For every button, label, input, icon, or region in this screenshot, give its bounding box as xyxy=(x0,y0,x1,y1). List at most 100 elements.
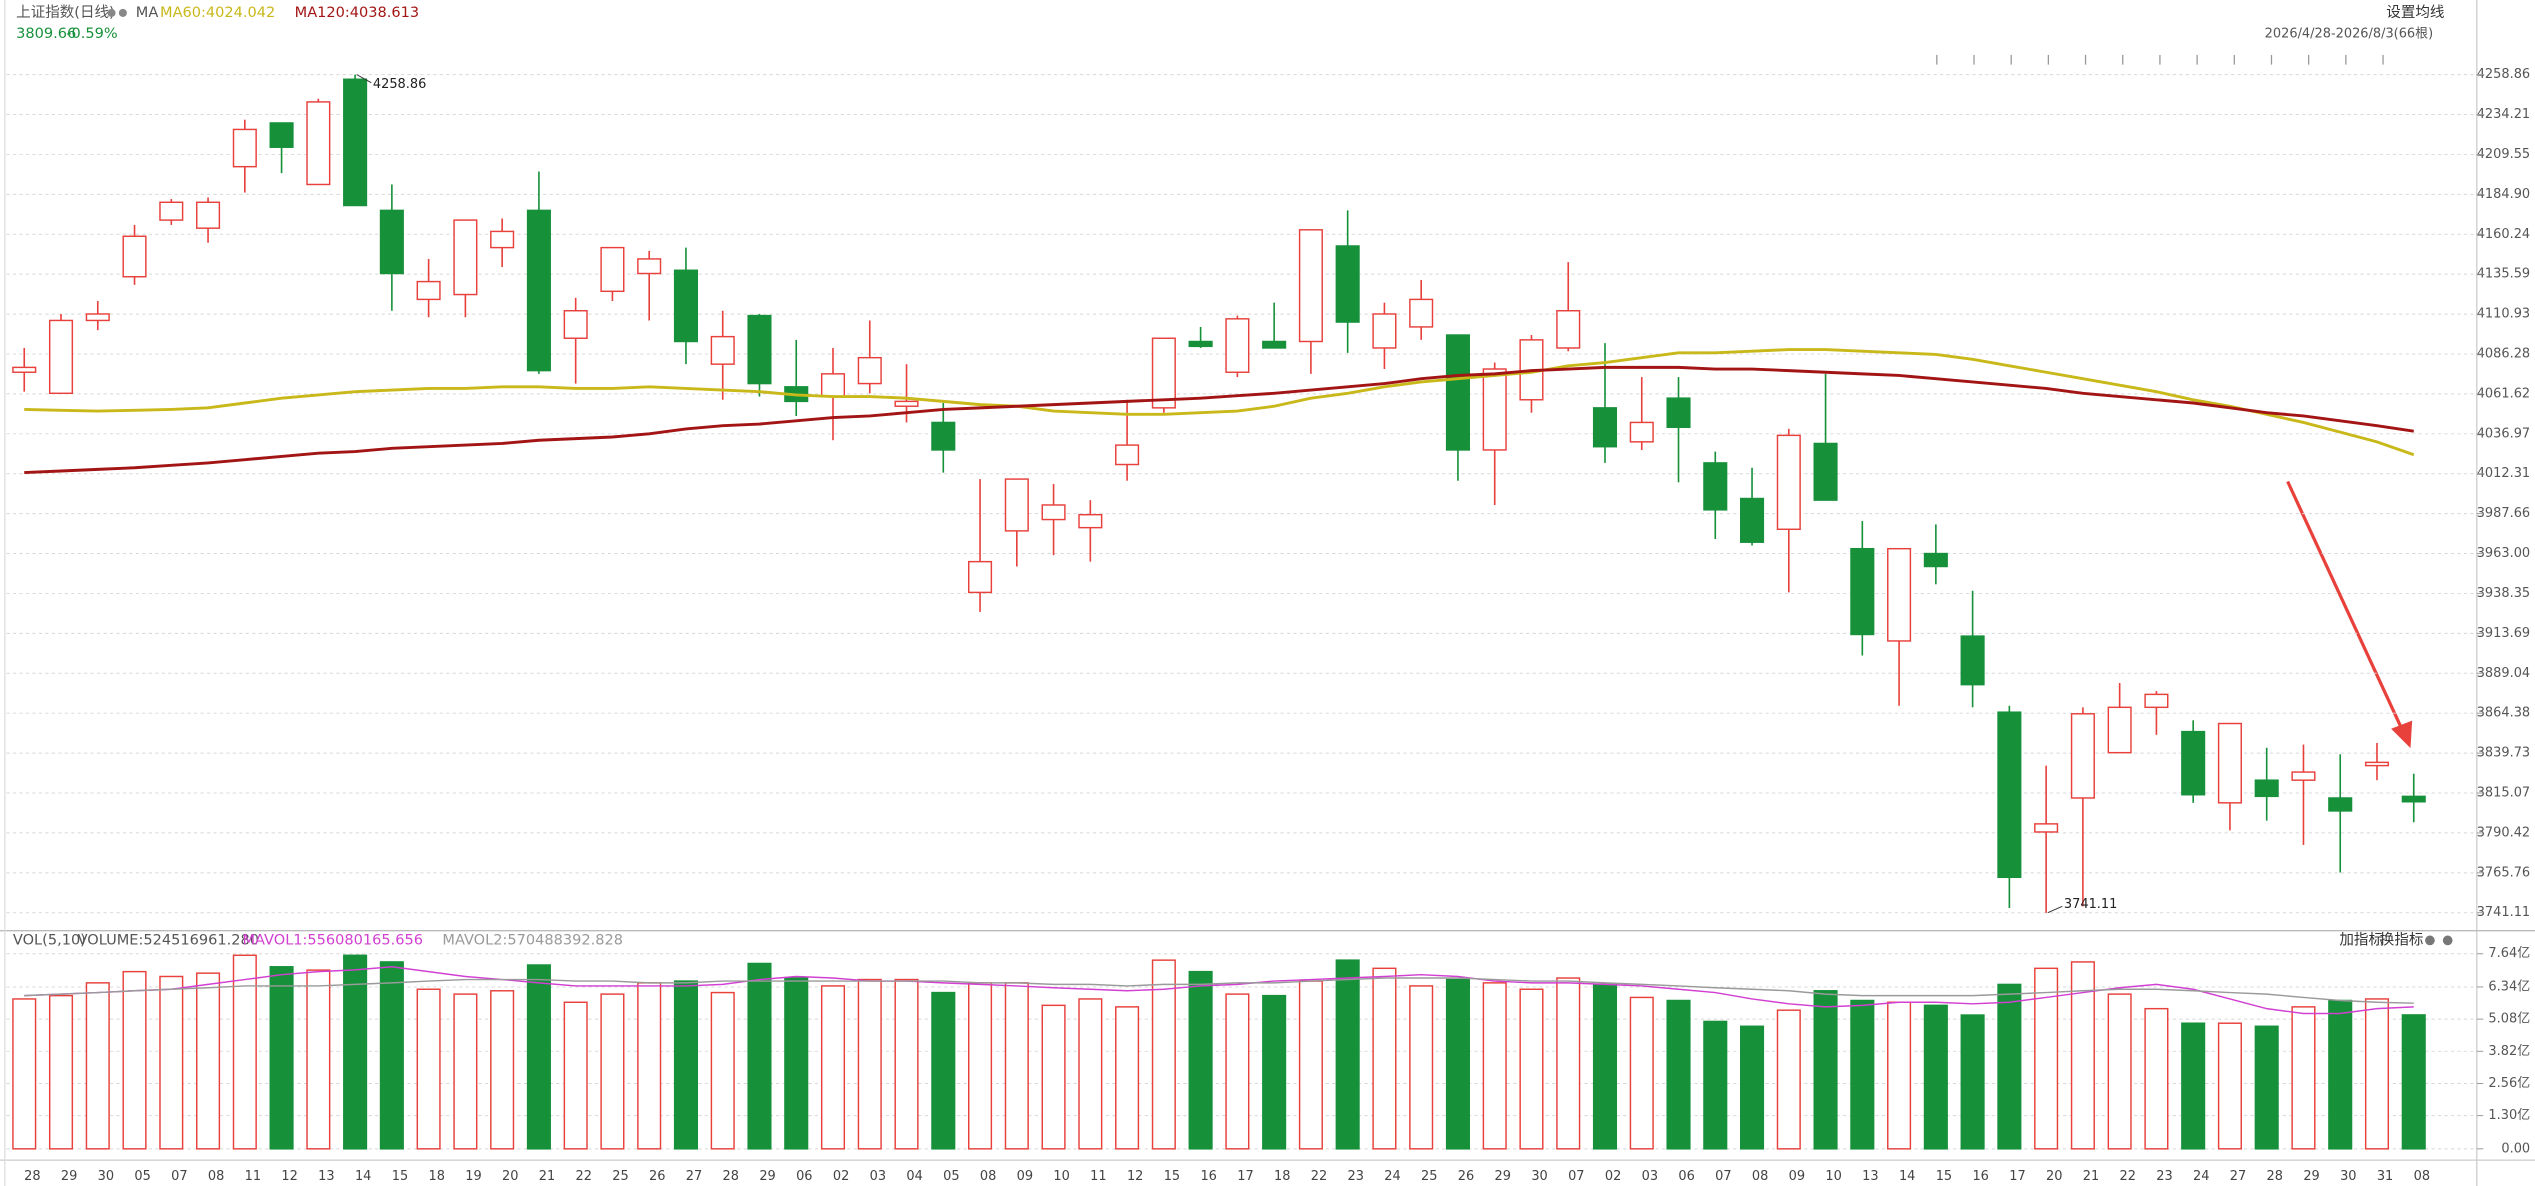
candle-body xyxy=(1409,298,1434,328)
candle-body xyxy=(1887,547,1912,642)
x-tick-label: 15 xyxy=(392,1169,408,1184)
candle-body xyxy=(196,201,221,229)
x-tick-label: 24 xyxy=(2193,1169,2209,1184)
candle-body xyxy=(600,246,625,293)
x-tick-label: 22 xyxy=(1311,1169,1327,1184)
x-tick-label: 19 xyxy=(465,1169,481,1184)
settings-icon[interactable] xyxy=(2425,935,2435,946)
candle-body xyxy=(453,219,478,296)
icon[interactable] xyxy=(118,8,127,17)
candle-body xyxy=(2328,797,2353,812)
candle-body xyxy=(1629,421,1654,443)
candle-body xyxy=(1298,229,1323,343)
volume-bar xyxy=(1004,982,1029,1150)
candle-body xyxy=(1960,635,1985,686)
volume-bar xyxy=(1739,1025,1765,1150)
x-tick-label: 27 xyxy=(686,1169,702,1184)
candle-body xyxy=(122,235,147,278)
close-icon[interactable] xyxy=(2442,935,2453,946)
volume-bar xyxy=(1372,967,1397,1150)
arrow xyxy=(2286,480,2404,732)
volume-bar xyxy=(968,982,993,1150)
volume-bar xyxy=(269,966,294,1150)
x-tick-label: 07 xyxy=(171,1169,187,1184)
x-tick-label: 18 xyxy=(1274,1169,1290,1184)
candle-body xyxy=(159,201,184,221)
y-tick-label: 3938.35 xyxy=(2477,586,2530,601)
volume-bar xyxy=(1298,980,1323,1150)
y-tick-label: 3839.73 xyxy=(2477,746,2530,761)
volume-bar xyxy=(1997,983,2022,1150)
volume-bar xyxy=(232,954,257,1150)
y-tick-label: 0.00 xyxy=(2501,1141,2530,1156)
panel-title: VOL(5,10) xyxy=(13,932,86,948)
x-tick-label: 10 xyxy=(1825,1169,1841,1184)
volume-bar xyxy=(2291,1006,2316,1150)
y-tick-label: 3864.38 xyxy=(2477,706,2530,721)
volume-bar xyxy=(2034,967,2059,1150)
ma-line xyxy=(24,348,2415,457)
candle-body xyxy=(416,280,441,301)
candle-body xyxy=(85,313,110,322)
x-tick-label: 29 xyxy=(1495,1169,1511,1184)
x-tick-label: 07 xyxy=(1715,1169,1731,1184)
volume-bar xyxy=(1519,988,1544,1150)
y-tick-label: 4110.93 xyxy=(2477,307,2530,322)
candle-body xyxy=(2070,713,2095,799)
volume-bar xyxy=(1409,985,1434,1150)
x-tick-label: 08 xyxy=(2414,1169,2430,1184)
candle-body xyxy=(1776,434,1801,530)
y-tick-label: 3815.07 xyxy=(2477,786,2530,801)
volume-bar xyxy=(1225,993,1250,1150)
volume-bar xyxy=(600,993,625,1150)
candle-body xyxy=(490,230,515,249)
icon[interactable] xyxy=(107,8,116,17)
candle-body xyxy=(48,319,74,395)
candle-body xyxy=(1850,547,1875,636)
volume-bar xyxy=(12,998,37,1150)
volume-bar xyxy=(343,954,368,1150)
x-tick-label: 16 xyxy=(1200,1169,1216,1184)
volume-bar xyxy=(1850,999,1875,1150)
volume-bar xyxy=(1482,982,1507,1150)
volume-bar xyxy=(1188,970,1213,1150)
y-tick-label: 4086.28 xyxy=(2477,346,2530,361)
y-tick-label: 3889.04 xyxy=(2477,666,2530,681)
x-tick-label: 20 xyxy=(2046,1169,2062,1184)
candle-body xyxy=(1739,497,1765,543)
chart-title: 上证指数(日线) xyxy=(16,4,115,21)
volume-bar xyxy=(931,991,956,1150)
volume-bar xyxy=(1703,1020,1728,1150)
candle-body xyxy=(2291,771,2316,781)
legend-entry: MAVOL2:570488392.828 xyxy=(442,932,623,948)
y-tick-label: 4258.86 xyxy=(2477,67,2530,82)
volume-bar xyxy=(1151,959,1176,1150)
volume-bar xyxy=(1887,1001,1912,1150)
candle-body xyxy=(1923,552,1948,568)
x-tick-label: 04 xyxy=(906,1169,922,1184)
settings-button[interactable]: 设置均线 xyxy=(2386,4,2444,21)
volume-bar xyxy=(1335,959,1360,1150)
ma-line xyxy=(24,365,2414,475)
x-tick-label: 03 xyxy=(870,1169,886,1184)
x-tick-label: 25 xyxy=(612,1169,628,1184)
volume-bar xyxy=(1262,994,1287,1150)
candle-body xyxy=(563,310,588,339)
candle-body xyxy=(931,421,956,451)
x-tick-label: 26 xyxy=(649,1169,665,1184)
volume-bar xyxy=(2401,1014,2426,1150)
candle-body xyxy=(1225,318,1250,373)
candle-body xyxy=(232,128,257,168)
price-change: -0.59% xyxy=(66,26,117,42)
y-tick-label: 4234.21 xyxy=(2477,107,2530,122)
volume-bar xyxy=(820,985,846,1150)
y-tick-label: 4135.59 xyxy=(2477,267,2530,282)
x-tick-label: 11 xyxy=(1090,1169,1106,1184)
volume-bar xyxy=(1960,1014,1985,1150)
volume-bar xyxy=(1115,1006,1140,1150)
switch-indicator-button[interactable]: 换指标 xyxy=(2380,931,2424,948)
x-tick-label: 03 xyxy=(1642,1169,1658,1184)
annotation: 3741.11 xyxy=(2064,897,2117,912)
volume-bar xyxy=(85,982,110,1150)
add-indicator-button[interactable]: 加指标 xyxy=(2339,931,2383,948)
